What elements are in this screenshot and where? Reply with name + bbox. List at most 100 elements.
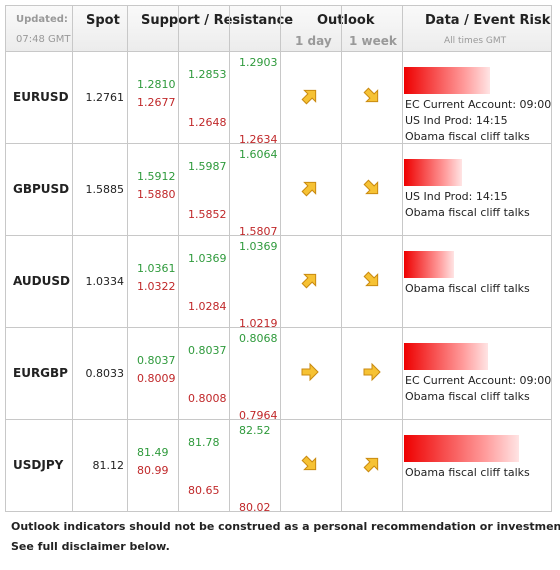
sr-header: Support / Resistance <box>141 13 294 28</box>
row-bg <box>5 327 551 419</box>
risk-bar <box>404 251 454 278</box>
event-header: Data / Event Risk <box>425 13 551 28</box>
day-header: 1 day <box>295 34 332 48</box>
event: Obama fiscal cliff talks <box>405 130 530 143</box>
col-line <box>341 5 342 511</box>
arrow-icon <box>363 87 379 103</box>
row-bg <box>5 235 551 327</box>
col-line <box>280 5 281 511</box>
outlook-arrow <box>362 454 382 474</box>
arrow-icon <box>301 273 317 289</box>
col-line <box>127 5 128 511</box>
resistance: 81.78 <box>188 436 220 449</box>
header-bg <box>5 5 551 51</box>
arrow-icon <box>301 89 317 105</box>
spot: 1.2761 <box>85 91 125 104</box>
event: EC Current Account: 09:00 <box>405 98 552 111</box>
arrow-icon <box>301 181 317 197</box>
resistance: 1.2853 <box>188 68 227 81</box>
row-line <box>5 327 552 328</box>
col-line <box>72 5 73 511</box>
col-line <box>229 5 230 511</box>
resistance: 1.2903 <box>239 56 278 69</box>
support: 1.5880 <box>137 188 176 201</box>
pair: EURUSD <box>13 90 69 104</box>
row-line <box>5 419 552 420</box>
resistance: 1.0369 <box>188 252 227 265</box>
support: 1.0219 <box>239 317 278 330</box>
resistance: 1.6064 <box>239 148 278 161</box>
resistance: 1.0361 <box>137 262 176 275</box>
event: US Ind Prod: 14:15 <box>405 190 508 203</box>
risk-bar <box>404 159 462 186</box>
support: 1.2634 <box>239 133 278 146</box>
event: US Ind Prod: 14:15 <box>405 114 508 127</box>
pair: EURGBP <box>13 366 68 380</box>
row-line <box>5 5 552 6</box>
support: 1.2648 <box>188 116 227 129</box>
support: 80.99 <box>137 464 169 477</box>
risk-bar <box>404 67 490 94</box>
resistance: 0.8068 <box>239 332 278 345</box>
support: 1.0284 <box>188 300 227 313</box>
outlook-arrow <box>300 454 320 474</box>
outlook-arrow <box>300 178 320 198</box>
resistance: 1.2810 <box>137 78 176 91</box>
outlook-arrow <box>300 86 320 106</box>
resistance: 1.5987 <box>188 160 227 173</box>
footer-note: See full disclaimer below. <box>11 540 170 553</box>
arrow-icon <box>301 455 317 471</box>
support: 1.0322 <box>137 280 176 293</box>
row-bg <box>5 143 551 235</box>
event: Obama fiscal cliff talks <box>405 466 530 479</box>
resistance: 82.52 <box>239 424 271 437</box>
times-note: All times GMT <box>444 36 507 46</box>
outlook-arrow <box>362 362 382 382</box>
col-line <box>402 5 403 511</box>
arrow-icon <box>363 179 379 195</box>
support: 1.5807 <box>239 225 278 238</box>
pair: USDJPY <box>13 458 64 472</box>
arrow-icon <box>363 362 381 382</box>
resistance: 81.49 <box>137 446 169 459</box>
support: 1.2677 <box>137 96 176 109</box>
col-line <box>5 5 6 511</box>
support: 80.02 <box>239 501 271 514</box>
resistance: 1.5912 <box>137 170 176 183</box>
footer-note: Outlook indicators should not be constru… <box>11 520 560 533</box>
row-bg <box>5 419 551 511</box>
risk-bar <box>404 343 488 370</box>
spot: 0.8033 <box>85 367 125 380</box>
support: 0.7964 <box>239 409 278 422</box>
outlook-header: Outlook <box>317 13 375 28</box>
updated-time: 07:48 GMT <box>16 34 71 45</box>
support: 0.8009 <box>137 372 176 385</box>
col-line <box>178 5 179 511</box>
row-line <box>5 143 552 144</box>
spot-header: Spot <box>86 13 120 28</box>
pair: GBPUSD <box>13 182 70 196</box>
outlook-arrow <box>300 270 320 290</box>
col-line <box>551 5 552 511</box>
support: 80.65 <box>188 484 220 497</box>
pair: AUDUSD <box>13 274 70 288</box>
row-line <box>5 51 552 52</box>
outlook-arrow <box>362 178 382 198</box>
row-bg <box>5 51 551 143</box>
outlook-arrow <box>362 86 382 106</box>
event: EC Current Account: 09:00 <box>405 374 552 387</box>
row-line <box>5 511 552 512</box>
row-line <box>5 235 552 236</box>
spot: 1.0334 <box>85 275 125 288</box>
outlook-arrow <box>300 362 320 382</box>
event: Obama fiscal cliff talks <box>405 390 530 403</box>
arrow-icon <box>363 271 379 287</box>
week-header: 1 week <box>349 34 397 48</box>
event: Obama fiscal cliff talks <box>405 282 530 295</box>
resistance: 0.8037 <box>137 354 176 367</box>
outlook-arrow <box>362 270 382 290</box>
arrow-icon <box>363 457 379 473</box>
resistance: 1.0369 <box>239 240 278 253</box>
support: 0.8008 <box>188 392 227 405</box>
